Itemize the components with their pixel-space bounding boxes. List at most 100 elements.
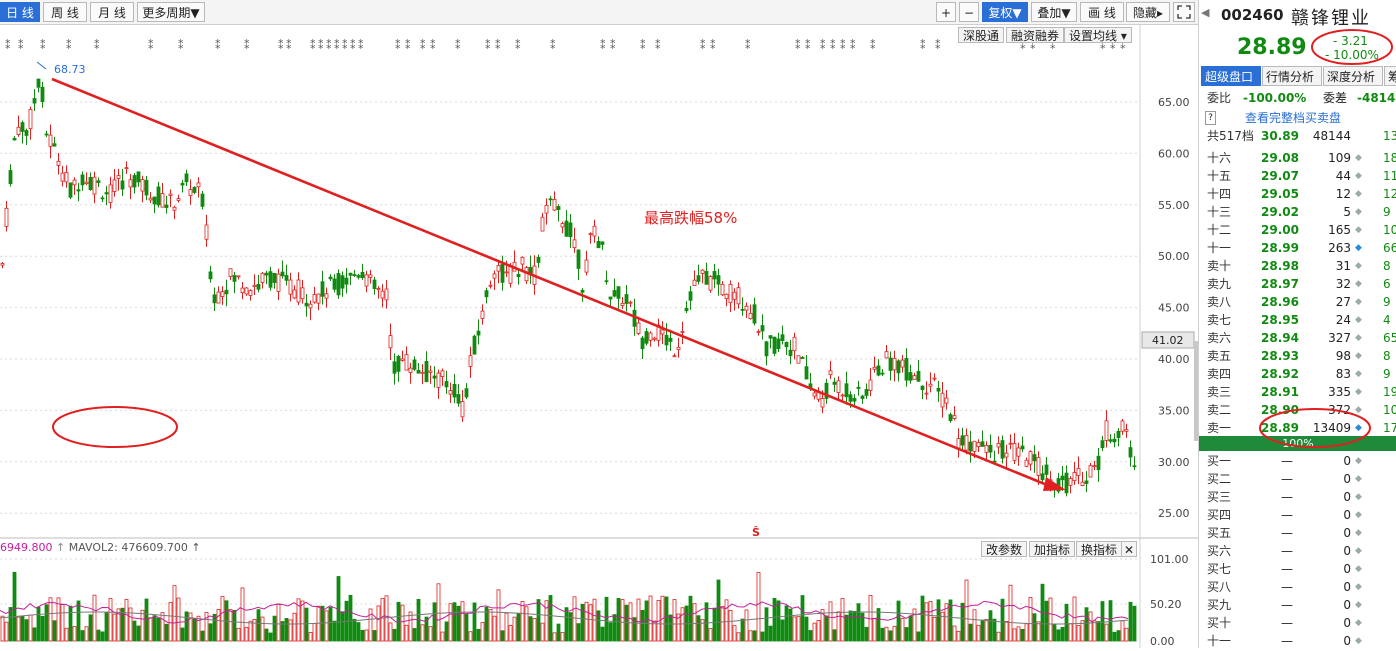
event-marker[interactable]: ⁑ — [610, 39, 616, 52]
event-marker[interactable]: ⁑ — [244, 39, 250, 52]
event-marker[interactable]: ⁑ — [830, 39, 836, 52]
view-full-orderbook-link[interactable]: 查看完整档买卖盘 — [1245, 111, 1342, 125]
event-marker[interactable]: ⁑ — [805, 39, 811, 52]
event-marker[interactable]: ⁑ — [700, 39, 706, 52]
tab-daily[interactable]: 日 线 — [0, 2, 40, 22]
tab-monthly[interactable]: 月 线 — [90, 2, 134, 22]
margin-trading-button[interactable]: 融资融券 — [1006, 27, 1065, 43]
event-marker[interactable]: ⁑ — [405, 39, 411, 52]
event-marker[interactable]: ⁑ — [745, 39, 751, 52]
event-marker[interactable]: ⁑ — [1100, 39, 1106, 52]
event-marker[interactable]: ⁑ — [18, 39, 24, 52]
event-marker[interactable]: ⁑ — [94, 39, 100, 52]
zoom-in-button[interactable]: + — [936, 2, 956, 22]
close-icon[interactable]: ✕ — [1121, 541, 1137, 557]
event-marker[interactable]: ⁑ — [5, 39, 11, 52]
event-marker[interactable]: ⁑ — [310, 39, 316, 52]
expand-icon[interactable] — [1173, 2, 1195, 22]
event-marker[interactable]: ⁑ — [820, 39, 826, 52]
sell-row[interactable]: 十二 29.00 165 ◆ 10 — [1199, 221, 1396, 239]
event-marker[interactable]: ⁑ — [278, 39, 284, 52]
event-marker[interactable]: ⁑ — [710, 39, 716, 52]
buy-row[interactable]: 买七 — 0 ◆ — [1199, 560, 1396, 578]
event-marker[interactable]: ⁑ — [935, 39, 941, 52]
tab-depth-analysis[interactable]: 深度分析 — [1323, 66, 1383, 86]
shenggutong-button[interactable]: 深股通 — [958, 27, 1005, 43]
event-marker[interactable]: ⁑ — [795, 39, 801, 52]
event-marker[interactable]: ⁑ — [850, 39, 856, 52]
event-marker[interactable]: ⁑ — [1050, 39, 1056, 52]
buy-row[interactable]: 买六 — 0 ◆ — [1199, 542, 1396, 560]
event-marker[interactable]: ⁑ — [358, 39, 364, 52]
event-marker[interactable]: ⁑ — [840, 39, 846, 52]
candlestick-chart[interactable]: ⁑ ⁑ ⁑ ⁑ ⁑ ⁑ ⁑ ⁑ ⁑ ⁑ ⁑ ⁑ ⁑ ⁑ ⁑ ⁑ ⁑ ⁑ ⁑ ⁑ ⁑ ⁑ ⁑ ⁑ ⁑ ⁑ ⁑ ⁑ ⁑ ⁑ ⁑ ⁑ ⁑ ⁑ ⁑ ⁑ ⁑ ⁑ ⁑ ⁑… — [0, 25, 1198, 648]
sell-row[interactable]: 卖九 28.97 32 ◆ 6 — [1199, 275, 1396, 293]
sell-row[interactable]: 卖四 28.92 83 ◆ 9 — [1199, 365, 1396, 383]
event-marker[interactable]: ⁑ — [495, 39, 501, 52]
tab-market-analysis[interactable]: 行情分析 — [1262, 66, 1322, 86]
tab-weekly[interactable]: 周 线 — [43, 2, 87, 22]
sell-row[interactable]: 卖七 28.95 24 ◆ 4 — [1199, 311, 1396, 329]
event-marker[interactable]: ⁑ — [1020, 39, 1026, 52]
sell-row[interactable]: 十四 29.05 12 ◆ 12 — [1199, 185, 1396, 203]
help-icon[interactable]: ? — [1205, 111, 1216, 125]
event-marker[interactable]: ⁑ — [1030, 39, 1036, 52]
event-marker[interactable]: ⁑ — [178, 39, 184, 52]
event-marker[interactable]: ⁑ — [66, 39, 72, 52]
sell-row[interactable]: 十五 29.07 44 ◆ 11 — [1199, 167, 1396, 185]
event-marker[interactable]: ⁑ — [920, 39, 926, 52]
event-marker[interactable]: ⁑ — [395, 39, 401, 52]
event-marker[interactable]: ⁑ — [600, 39, 606, 52]
event-marker[interactable]: ⁑ — [1110, 39, 1116, 52]
sell-row[interactable]: 卖六 28.94 327 ◆ 65 — [1199, 329, 1396, 347]
sell-row[interactable]: 卖三 28.91 335 ◆ 19 — [1199, 383, 1396, 401]
buy-row[interactable]: 买二 — 0 ◆ — [1199, 470, 1396, 488]
tab-chips[interactable]: 筹 — [1384, 66, 1396, 86]
sell-row[interactable]: 卖八 28.96 27 ◆ 9 — [1199, 293, 1396, 311]
buy-row[interactable]: 买九 — 0 ◆ — [1199, 596, 1396, 614]
adjust-rights-dropdown[interactable]: 复权▼ — [982, 2, 1028, 22]
more-periods-dropdown[interactable]: 更多周期▼ — [137, 2, 205, 22]
buy-row[interactable]: 买五 — 0 ◆ — [1199, 524, 1396, 542]
event-marker[interactable]: ⁑ — [870, 39, 876, 52]
back-arrow-icon[interactable]: ◀ — [1201, 6, 1210, 19]
event-marker[interactable]: ⁑ — [342, 39, 348, 52]
buy-row[interactable]: 买四 — 0 ◆ — [1199, 506, 1396, 524]
event-marker[interactable]: ⁑ — [148, 39, 154, 52]
draw-line-button[interactable]: 画 线 — [1080, 2, 1124, 22]
ma-settings-dropdown[interactable]: 设置均线 ▾ — [1064, 27, 1132, 43]
event-marker[interactable]: ⁑ — [326, 39, 332, 52]
event-marker[interactable]: ⁑ — [1120, 39, 1126, 52]
event-marker[interactable]: ⁑ — [550, 39, 556, 52]
event-marker[interactable]: ⁑ — [420, 39, 426, 52]
sell-row[interactable]: 卖一 28.89 13409 ◆ 17 — [1199, 419, 1396, 437]
event-marker[interactable]: ⁑ — [286, 39, 292, 52]
event-marker[interactable]: ⁑ — [40, 39, 46, 52]
event-marker[interactable]: ⁑ — [515, 39, 521, 52]
buy-row[interactable]: 十一 — 0 ◆ — [1199, 632, 1396, 648]
edit-params-button[interactable]: 改参数 — [981, 541, 1028, 557]
event-marker[interactable]: ⁑ — [318, 39, 324, 52]
sell-row[interactable]: 十一 28.99 263 ◆ 66 — [1199, 239, 1396, 257]
add-indicator-button[interactable]: 加指标 — [1029, 541, 1076, 557]
event-marker[interactable]: ⁑ — [350, 39, 356, 52]
event-marker[interactable]: ⁑ — [215, 39, 221, 52]
buy-row[interactable]: 买十 — 0 ◆ — [1199, 614, 1396, 632]
sell-row[interactable]: 卖十 28.98 31 ◆ 8 — [1199, 257, 1396, 275]
sell-row[interactable]: 卖五 28.93 98 ◆ 8 — [1199, 347, 1396, 365]
hide-button[interactable]: 隐藏▸ — [1126, 2, 1170, 22]
event-marker[interactable]: ⁑ — [334, 39, 340, 52]
buy-row[interactable]: 买三 — 0 ◆ — [1199, 488, 1396, 506]
buy-row[interactable]: 买八 — 0 ◆ — [1199, 578, 1396, 596]
sell-row[interactable]: 十三 29.02 5 ◆ 9 — [1199, 203, 1396, 221]
event-marker[interactable]: ⁑ — [655, 39, 661, 52]
buy-row[interactable]: 买一 — 0 ◆ — [1199, 452, 1396, 470]
switch-indicator-button[interactable]: 换指标 — [1076, 541, 1123, 557]
event-marker[interactable]: ⁑ — [640, 39, 646, 52]
chart-scrollbar[interactable] — [1194, 341, 1198, 441]
sell-row[interactable]: 十六 29.08 109 ◆ 18 — [1199, 149, 1396, 167]
event-marker[interactable]: ⁑ — [455, 39, 461, 52]
event-marker[interactable]: ⁑ — [430, 39, 436, 52]
event-marker[interactable]: ⁑ — [485, 39, 491, 52]
overlay-dropdown[interactable]: 叠加▼ — [1031, 2, 1077, 22]
